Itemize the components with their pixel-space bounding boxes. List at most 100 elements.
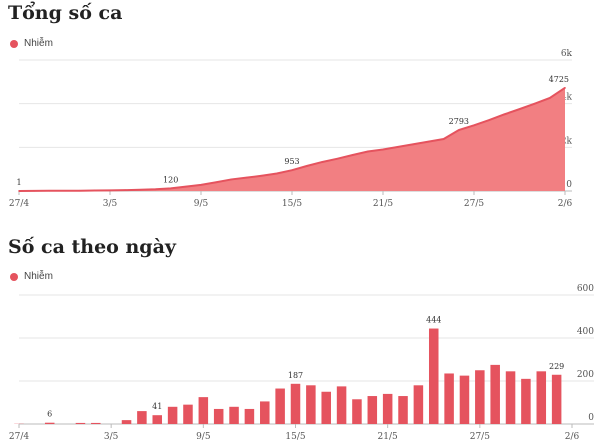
data-point xyxy=(518,108,521,110)
bar xyxy=(536,371,547,424)
total-cases-chart: Tổng số ca Nhiễm 0 2k 4k 6k 27/4 3/5 9/5 15/5 21… xyxy=(0,0,600,215)
data-point xyxy=(351,154,354,156)
x-tick-label: 27/5 xyxy=(464,199,484,209)
x-tick-label: 15/5 xyxy=(285,432,305,442)
total-cases-plot: 0 2k 4k 6k 27/4 3/5 9/5 15/5 21/5 27/5 2/6 1 120 953 2… xyxy=(9,49,573,209)
bar xyxy=(413,385,424,424)
data-point xyxy=(78,189,81,192)
data-label: 953 xyxy=(284,157,299,166)
x-tick-label: 3/5 xyxy=(104,432,119,442)
data-point xyxy=(442,138,445,140)
bar xyxy=(490,364,500,425)
data-point xyxy=(336,157,339,160)
data-point xyxy=(48,189,51,192)
data-point xyxy=(215,181,217,184)
data-point xyxy=(412,143,415,146)
bar xyxy=(475,370,485,424)
data-point xyxy=(458,129,460,131)
data-point xyxy=(154,188,157,191)
legend-label: Nhiễm xyxy=(24,38,53,49)
data-point xyxy=(533,102,536,105)
data-point xyxy=(564,87,566,89)
data-point xyxy=(291,169,293,171)
bar xyxy=(275,388,285,424)
legend-marker xyxy=(10,39,18,48)
x-tick-label: 21/5 xyxy=(378,432,398,442)
bar xyxy=(505,371,516,424)
data-point xyxy=(18,190,20,192)
chart-legend[interactable]: Nhiễm xyxy=(10,38,53,49)
bar xyxy=(321,391,331,424)
x-tick-label: 9/5 xyxy=(194,199,209,209)
data-point xyxy=(276,172,278,175)
legend-label: Nhiễm xyxy=(24,271,53,282)
y-tick-label: 600 xyxy=(577,284,594,294)
x-tick-label: 27/5 xyxy=(470,432,490,442)
data-point xyxy=(230,178,233,181)
data-point xyxy=(139,188,142,191)
bar xyxy=(551,374,562,424)
data-point xyxy=(382,148,384,151)
data-label: 120 xyxy=(163,175,178,184)
bar xyxy=(260,401,270,424)
chart-title: Số ca theo ngày xyxy=(8,236,176,258)
data-point xyxy=(260,174,263,177)
bar xyxy=(367,396,378,424)
x-tick-label: 3/5 xyxy=(103,199,118,209)
bar xyxy=(290,383,301,424)
daily-cases-chart: Số ca theo ngày Nhiễm 0 200 400 600 27/4 3/5 9… xyxy=(0,228,600,448)
data-label: 4725 xyxy=(549,75,569,84)
x-tick-label: 9/5 xyxy=(196,432,211,442)
data-point xyxy=(33,190,35,192)
legend-marker xyxy=(10,272,18,281)
data-point xyxy=(109,189,111,192)
bar xyxy=(75,422,86,424)
bar xyxy=(213,408,224,424)
chart-title: Tổng số ca xyxy=(8,2,123,24)
data-point xyxy=(124,189,126,191)
y-tick-label: 4k xyxy=(561,93,573,103)
data-point xyxy=(321,161,324,163)
bar xyxy=(459,375,470,425)
data-point xyxy=(367,150,369,153)
data-label: 229 xyxy=(549,362,564,371)
x-tick-label: 2/6 xyxy=(565,432,580,442)
x-tick-label: 27/4 xyxy=(9,199,29,209)
x-tick-label: 2/6 xyxy=(558,199,573,209)
bar xyxy=(121,420,132,424)
data-point xyxy=(185,185,187,188)
bar xyxy=(521,378,531,424)
x-tick-label: 21/5 xyxy=(373,199,393,209)
bar xyxy=(152,415,163,424)
bar xyxy=(91,422,101,424)
chart-legend[interactable]: Nhiễm xyxy=(10,271,53,282)
data-point xyxy=(94,189,96,192)
data-label: 6 xyxy=(47,410,52,419)
bar xyxy=(137,411,147,424)
data-point xyxy=(306,165,308,167)
data-label: 187 xyxy=(288,371,303,380)
bar xyxy=(167,406,178,424)
bar xyxy=(428,328,439,424)
y-tick-label: 6k xyxy=(561,49,573,59)
data-point xyxy=(427,140,430,143)
y-tick-label: 2k xyxy=(561,136,573,146)
data-point xyxy=(200,184,202,186)
data-point xyxy=(488,119,490,121)
data-point xyxy=(473,124,475,127)
bar xyxy=(352,399,362,424)
data-point xyxy=(169,187,172,190)
data-label: 1 xyxy=(16,178,21,187)
y-tick-label: 400 xyxy=(577,327,594,337)
y-tick-label: 0 xyxy=(566,180,572,190)
data-point xyxy=(245,176,248,179)
data-point xyxy=(397,146,399,148)
bar xyxy=(336,386,347,425)
bar xyxy=(198,397,209,425)
data-point xyxy=(63,189,66,192)
x-tick-label: 15/5 xyxy=(282,199,302,209)
bar xyxy=(183,404,193,424)
bar xyxy=(44,422,55,424)
data-label: 2793 xyxy=(449,117,469,126)
bar xyxy=(382,393,393,424)
